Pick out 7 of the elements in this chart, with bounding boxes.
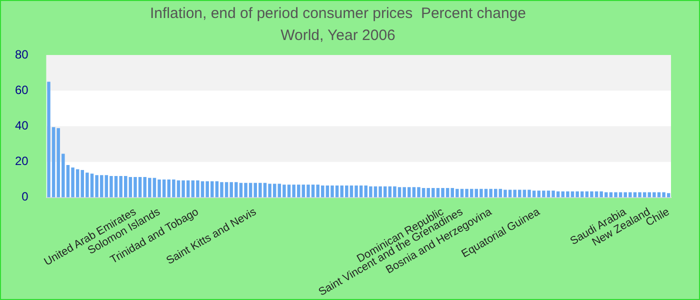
y-tick-label: 0 <box>22 190 29 204</box>
y-tick-label: 20 <box>14 154 29 168</box>
y-tick-label: 80 <box>14 47 29 62</box>
chart-subtitle: World, Year 2006 <box>280 27 396 44</box>
y-tick-label: 60 <box>14 82 29 97</box>
chart-title: Inflation, end of period consumer prices Percent change <box>150 5 526 22</box>
y-tick-label: 40 <box>14 118 29 133</box>
